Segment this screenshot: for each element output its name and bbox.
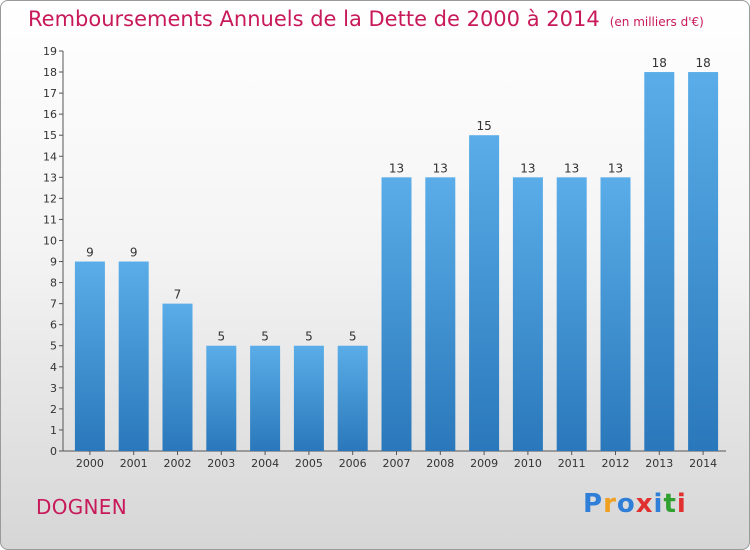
logo-letter: i — [653, 489, 664, 519]
bar[interactable] — [644, 72, 675, 451]
data-label: 18 — [652, 56, 667, 70]
y-tick-label: 7 — [50, 298, 57, 311]
data-label: 13 — [520, 161, 535, 175]
data-label: 13 — [564, 161, 579, 175]
y-tick-label: 8 — [50, 277, 57, 290]
logo-letter: x — [635, 489, 654, 519]
data-label: 13 — [389, 161, 404, 175]
title-unit: (en milliers d'€) — [609, 15, 704, 29]
y-tick-label: 11 — [43, 213, 57, 226]
data-label: 5 — [261, 330, 269, 344]
x-tick-label: 2011 — [558, 457, 586, 470]
x-tick-label: 2012 — [602, 457, 630, 470]
y-tick-label: 12 — [43, 192, 57, 205]
x-tick-label: 2014 — [689, 457, 717, 470]
bar[interactable] — [293, 345, 324, 451]
bar[interactable] — [469, 135, 500, 452]
data-label: 15 — [476, 119, 491, 133]
logo-letter: o — [616, 489, 636, 519]
y-tick-label: 17 — [43, 87, 57, 100]
data-label: 9 — [86, 246, 94, 260]
commune-name: DOGNEN — [36, 495, 127, 519]
data-label: 18 — [695, 56, 710, 70]
x-tick-label: 2008 — [426, 457, 454, 470]
y-tick-label: 13 — [43, 171, 57, 184]
bar[interactable] — [74, 261, 105, 451]
bar[interactable] — [162, 303, 193, 451]
logo-letter: t — [663, 489, 677, 519]
chart-title: Remboursements Annuels de la Dette de 20… — [28, 7, 704, 31]
bar[interactable] — [512, 177, 543, 451]
bar[interactable] — [600, 177, 631, 451]
x-tick-label: 2009 — [470, 457, 498, 470]
x-tick-label: 2003 — [207, 457, 235, 470]
y-tick-label: 14 — [43, 150, 57, 163]
bar[interactable] — [381, 177, 412, 451]
x-tick-label: 2000 — [76, 457, 104, 470]
bar[interactable] — [425, 177, 456, 451]
y-tick-label: 16 — [43, 108, 57, 121]
x-tick-label: 2013 — [645, 457, 673, 470]
y-tick-label: 0 — [50, 445, 57, 458]
bar[interactable] — [556, 177, 587, 451]
x-tick-label: 2006 — [339, 457, 367, 470]
y-tick-label: 1 — [50, 424, 57, 437]
y-tick-label: 5 — [50, 340, 57, 353]
bar[interactable] — [688, 72, 719, 451]
data-label: 5 — [305, 330, 313, 344]
y-tick-label: 6 — [50, 319, 57, 332]
y-tick-label: 10 — [43, 234, 57, 247]
x-tick-label: 2007 — [383, 457, 411, 470]
x-tick-label: 2004 — [251, 457, 279, 470]
logo-letter: r — [603, 489, 617, 519]
bar[interactable] — [206, 345, 237, 451]
x-tick-label: 2001 — [120, 457, 148, 470]
bar[interactable] — [337, 345, 368, 451]
data-label: 13 — [433, 161, 448, 175]
y-tick-label: 15 — [43, 129, 57, 142]
y-tick-label: 9 — [50, 256, 57, 269]
data-label: 5 — [349, 330, 357, 344]
data-label: 13 — [608, 161, 623, 175]
y-tick-label: 19 — [43, 45, 57, 58]
data-label: 7 — [174, 288, 182, 302]
data-label: 9 — [130, 246, 138, 260]
x-tick-label: 2002 — [164, 457, 192, 470]
logo-letter: i — [676, 489, 687, 519]
x-tick-label: 2010 — [514, 457, 542, 470]
data-label: 5 — [217, 330, 225, 344]
y-tick-label: 4 — [50, 361, 57, 374]
bar[interactable] — [118, 261, 149, 451]
proxiti-logo[interactable]: Proxiti — [583, 489, 687, 519]
y-tick-label: 3 — [50, 382, 57, 395]
y-tick-label: 2 — [50, 403, 57, 416]
bar[interactable] — [250, 345, 281, 451]
title-text: Remboursements Annuels de la Dette de 20… — [28, 7, 600, 31]
y-tick-label: 18 — [43, 66, 57, 79]
logo-letter: P — [583, 489, 604, 519]
x-tick-label: 2005 — [295, 457, 323, 470]
